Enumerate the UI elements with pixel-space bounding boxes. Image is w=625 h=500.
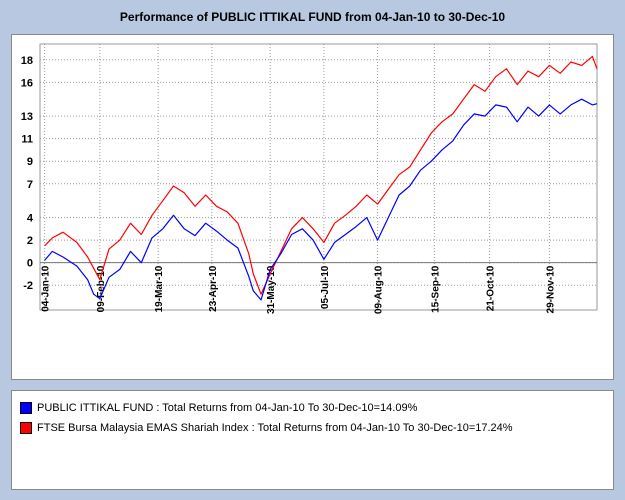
- x-tick-label: 04-Jan-10: [41, 265, 52, 312]
- x-tick-label: 09-Feb-10: [96, 265, 107, 312]
- series-line-index: [44, 55, 598, 295]
- legend-swatch-fund: [20, 402, 32, 414]
- y-tick-label: 2: [27, 235, 33, 247]
- y-tick-label: 9: [27, 156, 33, 168]
- x-tick-label: 29-Nov-10: [545, 265, 556, 313]
- legend-label-fund: PUBLIC ITTIKAL FUND : Total Returns from…: [37, 402, 418, 414]
- y-tick-label: 11: [21, 134, 33, 146]
- series-line-fund: [44, 98, 598, 301]
- y-tick-label: 4: [27, 213, 34, 225]
- x-tick-label: 05-Jul-10: [320, 265, 331, 309]
- x-tick-label: 21-Oct-10: [486, 265, 497, 311]
- y-tick-label: 18: [21, 55, 33, 67]
- legend-panel: PUBLIC ITTIKAL FUND : Total Returns from…: [11, 390, 614, 490]
- y-tick-label: 0: [27, 258, 33, 270]
- x-tick-label: 31-May-10: [266, 265, 277, 314]
- x-tick-label: 23-Apr-10: [208, 265, 219, 312]
- legend-item-fund: PUBLIC ITTIKAL FUND : Total Returns from…: [20, 401, 417, 415]
- legend-item-index: FTSE Bursa Malaysia EMAS Shariah Index :…: [20, 421, 513, 435]
- y-tick-label: 16: [21, 77, 33, 89]
- chart-title: Performance of PUBLIC ITTIKAL FUND from …: [119, 10, 506, 24]
- legend-label-index: FTSE Bursa Malaysia EMAS Shariah Index :…: [37, 422, 513, 434]
- y-tick-label: 7: [27, 179, 33, 191]
- plot-area: [39, 43, 598, 311]
- x-tick-label: 15-Sep-10: [430, 265, 441, 313]
- y-tick-label: -2: [23, 280, 33, 292]
- x-tick-label: 19-Mar-10: [154, 265, 165, 312]
- x-tick-label: 09-Aug-10: [374, 265, 385, 314]
- legend-swatch-index: [20, 422, 32, 434]
- y-tick-label: 13: [21, 111, 33, 123]
